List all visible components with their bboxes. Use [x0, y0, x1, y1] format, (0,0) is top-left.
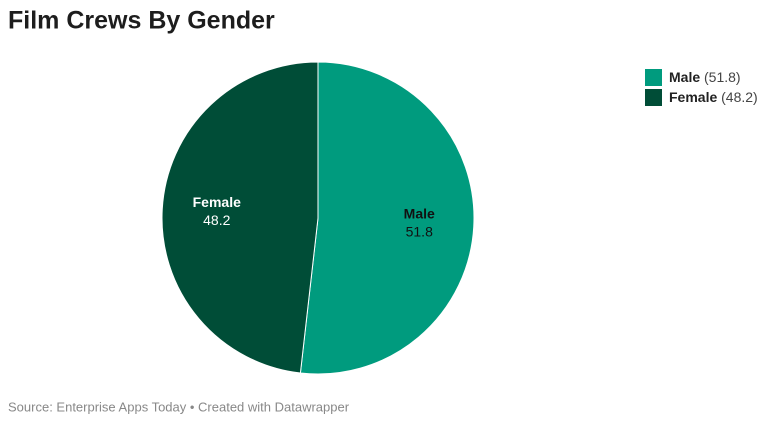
slice-label: Male [404, 205, 435, 221]
slice-label: Female [193, 194, 241, 210]
legend-entry: Female (48.2) [669, 89, 758, 105]
legend-swatch [645, 89, 662, 106]
legend-entry: Male (51.8) [669, 69, 741, 85]
source: Source: Enterprise Apps Today • Created … [8, 399, 350, 414]
legend-swatch [645, 69, 662, 86]
legend-value: (51.8) [704, 69, 741, 85]
pie-slice [161, 61, 319, 374]
legend-value: (48.2) [721, 89, 758, 105]
pie-slice [299, 61, 475, 375]
slice-value: 51.8 [406, 223, 433, 239]
chart-title: Film Crews By Gender [8, 7, 275, 35]
legend-name: Male [669, 69, 700, 85]
slice-value: 48.2 [203, 212, 230, 228]
legend-name: Female [669, 89, 717, 105]
